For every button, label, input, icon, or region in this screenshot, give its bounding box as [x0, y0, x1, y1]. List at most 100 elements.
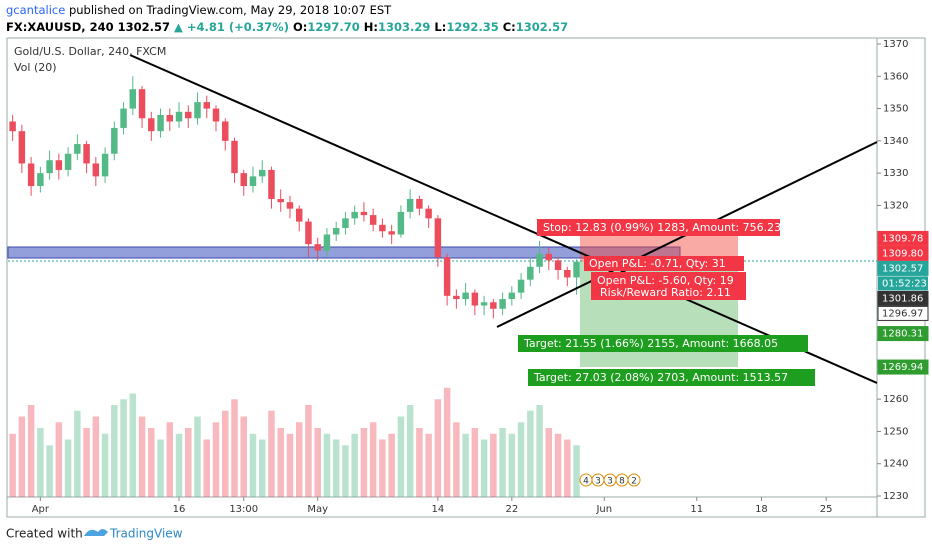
author[interactable]: gcantalice: [6, 3, 66, 17]
footer-brand[interactable]: TradingView: [109, 527, 183, 541]
volume-bar: [332, 439, 340, 497]
volume-bar: [277, 428, 284, 497]
candle-body: [554, 260, 562, 270]
volume-bar: [388, 433, 395, 497]
candle-body: [443, 257, 451, 296]
candle-body: [277, 198, 284, 203]
price-tag-label: 1309.78: [882, 233, 923, 244]
volume-bar: [148, 428, 155, 497]
quote-line: FX:XAUUSD, 240 1302.57 ▲ +4.81 (+0.37%) …: [6, 20, 568, 34]
volume-bar: [258, 439, 266, 497]
price-tag-label: 1280.31: [882, 329, 923, 340]
candle-body: [46, 160, 53, 174]
change: ▲ +4.81 (+0.37%): [174, 20, 289, 34]
candle-body: [490, 302, 497, 309]
c: C:: [502, 20, 516, 34]
x-tick-label: Apr: [32, 504, 50, 515]
volume-bar: [536, 405, 543, 497]
trendline: [129, 54, 878, 384]
y-tick-label: 1340: [883, 136, 908, 147]
y-tick-label: 1320: [883, 200, 908, 211]
footer-created: Created with: [6, 527, 83, 541]
volume-bar: [185, 428, 192, 497]
price-tag-label: 1301.86: [882, 293, 923, 304]
volume-bar: [443, 387, 451, 497]
candle-body: [27, 163, 35, 187]
candle-body: [564, 270, 571, 278]
price-tag: [877, 245, 929, 261]
y-tick-label: 1240: [883, 459, 908, 470]
volume-bar: [360, 428, 368, 497]
x-tick-label: 14: [432, 504, 445, 515]
volume-bar: [453, 422, 460, 497]
x-tick-label: 11: [690, 504, 703, 515]
axes: 1230124012501260127012801290130013101320…: [32, 39, 929, 515]
x-tick-label: 16: [173, 504, 186, 515]
volume-bar: [305, 405, 312, 497]
volume-bar: [379, 439, 386, 497]
candle-body: [434, 218, 442, 258]
candle-body: [231, 140, 238, 174]
price-tag: [877, 230, 929, 246]
h: H:: [363, 20, 378, 34]
price-tag: [877, 305, 929, 321]
price-tag-label: 1309.80: [882, 248, 923, 259]
volume-bar: [212, 422, 220, 497]
price-tag-label: 1302.57: [882, 263, 923, 274]
candle-body: [332, 228, 340, 235]
candle-body: [203, 102, 210, 109]
candle-body: [295, 208, 303, 222]
volume-bar: [129, 393, 137, 497]
candle-body: [92, 163, 100, 177]
candle-body: [360, 211, 368, 216]
candle-body: [314, 244, 321, 251]
candle-body: [425, 208, 432, 219]
volume-bar: [295, 422, 303, 497]
volume-bar: [517, 422, 525, 497]
volume-bar: [203, 439, 210, 497]
volume-bar: [120, 399, 127, 497]
price-tag: [877, 359, 929, 375]
candle-body: [258, 169, 266, 177]
candle-body: [416, 198, 423, 209]
y-tick-label: 1260: [883, 394, 908, 405]
volume-bar: [434, 399, 442, 497]
candle-body: [249, 176, 257, 187]
x-tick-label: Jun: [595, 504, 612, 515]
candle-body: [166, 115, 174, 122]
candle-body: [64, 153, 72, 170]
event-count: 4: [583, 477, 589, 487]
x-tick-label: 13:00: [229, 504, 258, 515]
target-label: Target: 27.03 (2.08%) 2703, Amount: 1513…: [533, 371, 788, 384]
volume-bar: [323, 433, 331, 497]
candle-body: [305, 221, 312, 245]
candle-body: [480, 302, 488, 306]
candle-body: [462, 292, 469, 300]
candle-body: [212, 108, 220, 122]
zone: [7, 246, 681, 259]
candle-body: [545, 253, 553, 261]
volume-bar: [527, 410, 534, 497]
price-tag-label: 1296.97: [882, 308, 923, 319]
volume-bar: [166, 422, 174, 497]
y-tick-label: 1250: [883, 426, 908, 437]
candle-body: [111, 127, 118, 154]
volume-bar: [194, 416, 201, 497]
volume-bar: [554, 433, 562, 497]
candle-body: [508, 292, 516, 300]
volume-bar: [55, 422, 63, 497]
volume-bar: [490, 433, 497, 497]
volume-bar: [83, 428, 90, 497]
volume-bar: [406, 405, 414, 497]
event-count: 8: [619, 477, 625, 487]
volume-bar: [268, 410, 275, 497]
candle-body: [175, 111, 183, 122]
candle-body: [499, 299, 506, 309]
candle-body: [157, 115, 164, 132]
volume-bar: [573, 445, 580, 497]
candle-body: [138, 89, 146, 119]
candle-body: [286, 202, 294, 209]
chart-title: Gold/U.S. Dollar, 240, FXCM: [14, 45, 166, 58]
